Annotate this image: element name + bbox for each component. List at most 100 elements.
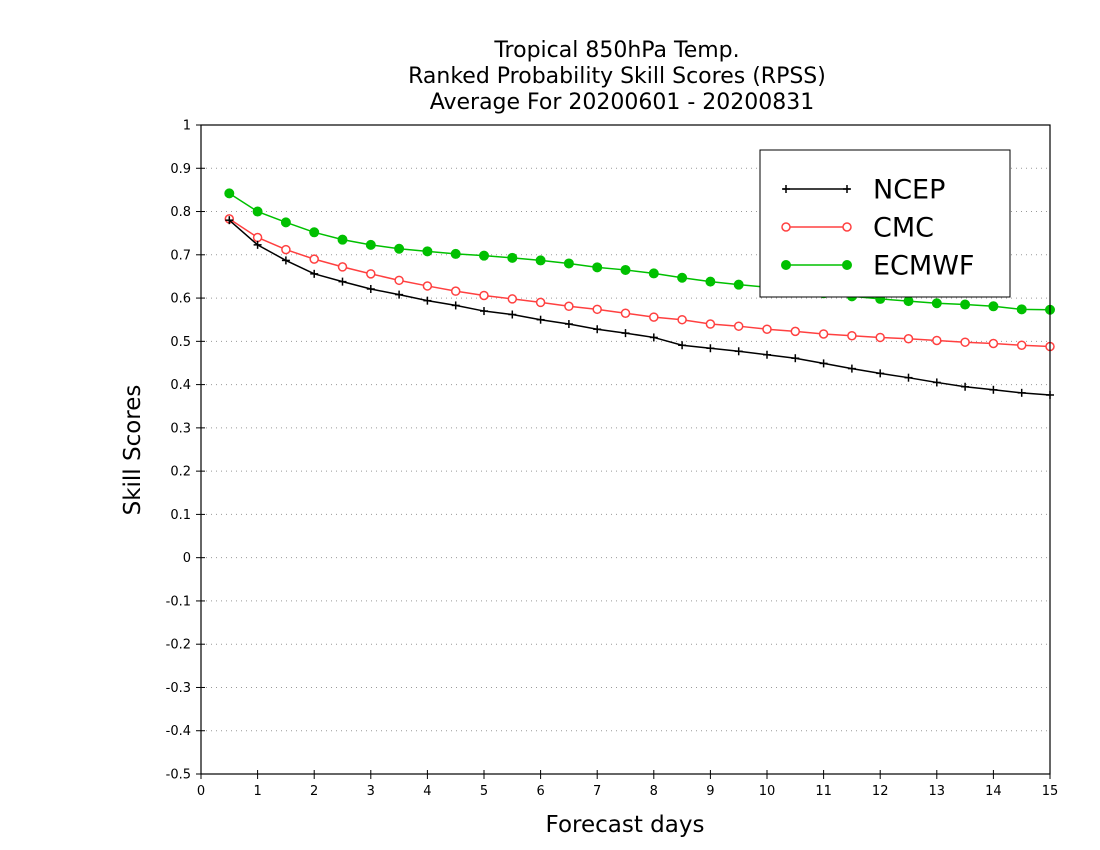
data-point-ecmwf	[903, 296, 914, 307]
data-point-ncep	[961, 382, 970, 391]
y-tick-label: 0.3	[170, 421, 191, 436]
data-point-ncep	[876, 369, 885, 378]
data-point-ecmwf	[394, 243, 405, 254]
series-ncep	[225, 216, 1054, 399]
y-tick-label: -0.2	[166, 638, 191, 653]
data-point-cmc	[705, 319, 716, 329]
data-point-cmc	[762, 324, 772, 334]
data-point-ncep	[366, 284, 375, 293]
data-point-ecmwf	[309, 227, 320, 238]
data-point-cmc	[507, 294, 518, 304]
data-point-ecmwf	[733, 279, 744, 290]
data-point-ecmwf	[960, 299, 971, 310]
data-point-cmc	[422, 281, 433, 291]
data-point-cmc	[875, 332, 885, 343]
legend-label-ncep: NCEP	[873, 175, 945, 206]
legend-item-cmc: CMC	[781, 213, 934, 244]
data-point-cmc	[535, 297, 546, 308]
legend-item-ecmwf: ECMWF	[781, 251, 974, 282]
data-point-ncep	[932, 378, 941, 387]
data-point-ecmwf	[365, 239, 376, 250]
y-tick-label: -0.4	[166, 724, 191, 739]
data-point-cmc	[649, 312, 659, 322]
data-point-ncep	[791, 354, 800, 363]
data-point-ecmwf	[507, 252, 518, 263]
legend-marker-cmc	[842, 222, 852, 232]
data-point-ncep	[904, 373, 913, 382]
data-point-cmc	[932, 335, 942, 346]
x-tick-label: 12	[872, 784, 889, 799]
data-point-ncep	[225, 216, 234, 225]
data-point-ecmwf	[648, 268, 659, 279]
y-axis-label: Skill Scores	[120, 385, 146, 516]
series-ecmwf	[224, 188, 1055, 315]
data-point-cmc	[252, 232, 263, 243]
data-point-cmc	[847, 330, 857, 341]
data-point-ncep	[338, 277, 347, 286]
y-tick-label: 0.4	[170, 378, 191, 393]
data-point-ncep	[734, 347, 743, 356]
data-point-ecmwf	[1016, 304, 1027, 315]
data-point-cmc	[337, 262, 348, 272]
data-point-ncep	[564, 320, 573, 329]
plot-frame	[200, 124, 1051, 775]
data-point-ncep	[253, 240, 262, 249]
data-point-ecmwf	[563, 258, 574, 269]
y-tick-label: -0.1	[166, 594, 191, 609]
y-tick-label: 0.8	[170, 205, 191, 220]
legend-marker-ecmwf	[781, 260, 791, 270]
data-point-cmc	[450, 286, 461, 296]
data-point-ncep	[763, 350, 771, 359]
data-point-ncep	[451, 301, 460, 310]
legend-item-ncep: NCEP	[782, 175, 945, 206]
data-point-ecmwf	[252, 206, 263, 217]
data-point-cmc	[960, 337, 970, 347]
data-point-cmc	[733, 321, 744, 331]
data-point-ecmwf	[620, 264, 631, 275]
data-point-cmc	[790, 326, 801, 337]
data-point-ncep	[480, 307, 488, 316]
data-point-ecmwf	[988, 301, 999, 312]
x-tick-label: 2	[310, 784, 318, 799]
chart-title: Tropical 850hPa Temp. Ranked Probability…	[408, 38, 826, 115]
data-point-cmc	[366, 269, 376, 279]
y-tick-label: 0	[183, 551, 191, 566]
data-point-cmc	[818, 329, 829, 339]
data-point-cmc	[281, 244, 291, 255]
series-cmc	[224, 214, 1055, 352]
y-tick-label: 0.7	[170, 248, 191, 263]
data-point-cmc	[903, 333, 914, 344]
y-tick-label: 0.9	[170, 162, 191, 177]
axes-ticks: 1 0.9 0.8 0.7 0.6 0.5 0.4 0.3 0.2 0.1 0 -0.1 -0.2 -0.…	[166, 119, 1059, 800]
data-point-ncep	[395, 290, 404, 299]
legend-label-ecmwf: ECMWF	[873, 251, 974, 282]
x-tick-label: 9	[706, 784, 714, 799]
x-tick-label: 14	[985, 784, 1002, 799]
data-point-ncep	[847, 364, 856, 373]
data-point-cmc	[479, 290, 489, 301]
data-point-ncep	[678, 341, 687, 350]
data-point-ncep	[989, 385, 998, 394]
data-point-ecmwf	[224, 188, 235, 199]
x-tick-label: 13	[929, 784, 946, 799]
data-point-cmc	[309, 254, 319, 264]
data-point-ecmwf	[592, 262, 603, 273]
data-point-ncep	[281, 256, 290, 265]
x-tick-label: 10	[759, 784, 776, 799]
x-tick-label: 15	[1042, 784, 1059, 799]
y-tick-label: 0.1	[170, 508, 191, 523]
data-point-cmc	[1016, 340, 1027, 350]
data-point-cmc	[592, 304, 602, 315]
data-point-ecmwf	[535, 255, 546, 266]
data-point-ncep	[649, 333, 658, 342]
series-group	[224, 188, 1055, 399]
data-point-cmc	[564, 301, 574, 312]
y-tick-label: -0.5	[166, 768, 191, 783]
legend-marker-ncep	[782, 185, 790, 193]
data-point-cmc	[988, 338, 999, 349]
data-point-ncep	[819, 359, 828, 368]
y-tick-label: 0.5	[170, 335, 191, 350]
x-tick-label: 3	[367, 784, 375, 799]
data-point-ecmwf	[337, 234, 348, 245]
